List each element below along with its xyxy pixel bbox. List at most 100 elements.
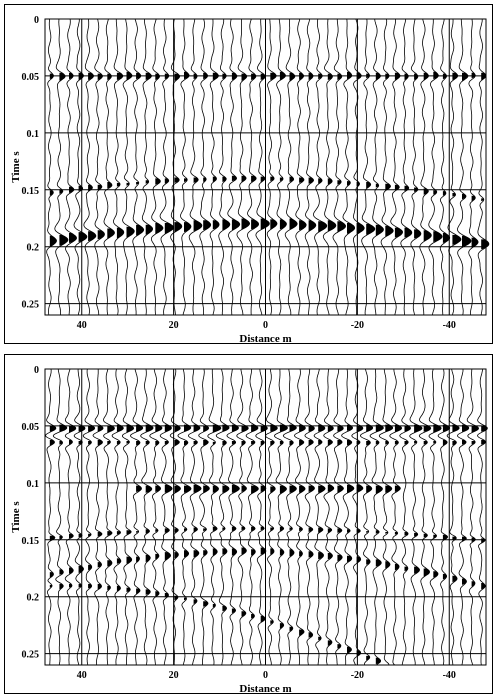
wiggle-fill — [471, 425, 479, 433]
wiggle-fill — [394, 532, 398, 535]
seismic-trace — [83, 18, 97, 316]
wiggle-fill — [289, 72, 295, 81]
wiggle-fill — [394, 485, 401, 492]
wiggle-fill — [347, 529, 351, 533]
wiggle-fill — [347, 181, 351, 186]
seismic-trace — [92, 368, 104, 666]
wiggle-fill — [203, 177, 207, 182]
wiggle-fill — [251, 73, 256, 80]
wiggle-fill — [385, 485, 392, 493]
seismic-trace — [304, 18, 317, 315]
wiggle-fill — [49, 425, 56, 432]
wiggle-fill — [222, 527, 226, 531]
y-tick-label: 0.1 — [27, 129, 40, 140]
seismic-trace — [187, 368, 202, 666]
wiggle-fill — [136, 182, 139, 185]
wiggle-fill — [49, 572, 54, 578]
wiggle-fill — [69, 425, 76, 433]
wiggle-fill — [308, 485, 315, 492]
wiggle-fill — [347, 440, 352, 446]
wiggle-fill — [193, 527, 198, 532]
seismic-trace — [437, 368, 451, 666]
y-tick-label: 0.05 — [22, 422, 40, 433]
wiggle-fill — [327, 553, 333, 560]
seismic-trace — [428, 19, 443, 316]
seismic-trace — [400, 18, 413, 316]
wiggle-fill — [385, 532, 388, 534]
wiggle-fill — [88, 231, 96, 242]
seismic-trace — [361, 18, 376, 316]
wiggle-fill — [203, 220, 211, 231]
wiggle-fill — [385, 561, 390, 569]
wiggle-fill — [270, 527, 274, 532]
seismic-trace — [236, 19, 251, 315]
wiggle-fill — [366, 531, 369, 533]
x-tick-label: -20 — [351, 670, 364, 681]
x-tick-label: -40 — [443, 320, 456, 331]
wiggle-fill — [241, 441, 246, 446]
wiggle-fill — [107, 425, 115, 433]
wiggle-fill — [337, 73, 342, 80]
seismic-trace — [380, 18, 394, 316]
wiggle-fill — [164, 441, 169, 445]
wiggle-fill — [318, 527, 323, 533]
wiggle-fill — [414, 441, 417, 444]
seismic-trace — [466, 368, 480, 666]
seismic-trace — [245, 368, 259, 666]
wiggle-fill — [366, 485, 372, 493]
seismic-trace — [468, 18, 479, 315]
seismic-trace — [477, 19, 490, 316]
wiggle-fill — [433, 571, 438, 578]
wiggle-fill — [174, 485, 181, 493]
y-tick-label: 0 — [34, 15, 39, 26]
wiggle-fill — [308, 527, 313, 532]
wiggle-fill — [97, 73, 103, 80]
wiggle-fill — [193, 177, 199, 183]
seismic-trace — [103, 368, 115, 666]
wiggle-fill — [327, 425, 334, 432]
wiggle-fill — [356, 425, 363, 432]
wiggle-fill — [145, 554, 151, 563]
wiggle-fill — [164, 528, 170, 533]
wiggle-fill — [318, 178, 323, 184]
seismic-trace — [294, 368, 306, 666]
seismic-trace — [255, 18, 270, 316]
seismic-trace — [188, 18, 203, 316]
wiggle-fill — [97, 230, 105, 240]
seismic-trace — [389, 369, 403, 666]
seismic-trace — [150, 18, 164, 315]
wiggle-fill — [375, 485, 383, 494]
seismic-trace — [64, 368, 77, 666]
wiggle-fill — [203, 528, 207, 532]
wiggle-fill — [366, 182, 371, 189]
wiggle-fill — [97, 583, 102, 590]
seismic-trace — [52, 368, 68, 666]
wiggle-fill — [471, 581, 475, 587]
wiggle-fill — [251, 526, 256, 532]
wiggle-fill — [433, 441, 436, 444]
wiggle-fill — [126, 556, 132, 564]
wiggle-fill — [59, 583, 64, 590]
wiggle-fill — [442, 440, 448, 446]
wiggle-fill — [471, 237, 479, 248]
wiggle-fill — [174, 425, 181, 432]
wiggle-fill — [174, 528, 179, 533]
seismic-trace — [177, 368, 192, 666]
wiggle-fill — [107, 228, 115, 239]
wiggle-fill — [107, 441, 111, 445]
y-tick-label: 0.05 — [22, 72, 40, 83]
wiggle-fill — [318, 485, 326, 493]
wiggle-fill — [260, 485, 266, 492]
wiggle-fill — [116, 531, 121, 535]
seismic-trace — [457, 18, 472, 316]
wiggle-fill — [88, 425, 95, 432]
wiggle-fill — [270, 219, 277, 230]
wiggle-fill — [452, 441, 457, 446]
wiggle-fill — [174, 552, 179, 559]
seismic-trace — [73, 18, 88, 316]
wiggle-fill — [308, 440, 314, 446]
seismic-trace — [54, 18, 69, 316]
wiggle-fill — [289, 527, 293, 531]
seismic-trace — [169, 368, 181, 666]
seismic-chart-top: 0 0.05 0.1 0.15 0.2 0.25 40 20 0 -20 -40 Distance m… — [10, 15, 490, 345]
